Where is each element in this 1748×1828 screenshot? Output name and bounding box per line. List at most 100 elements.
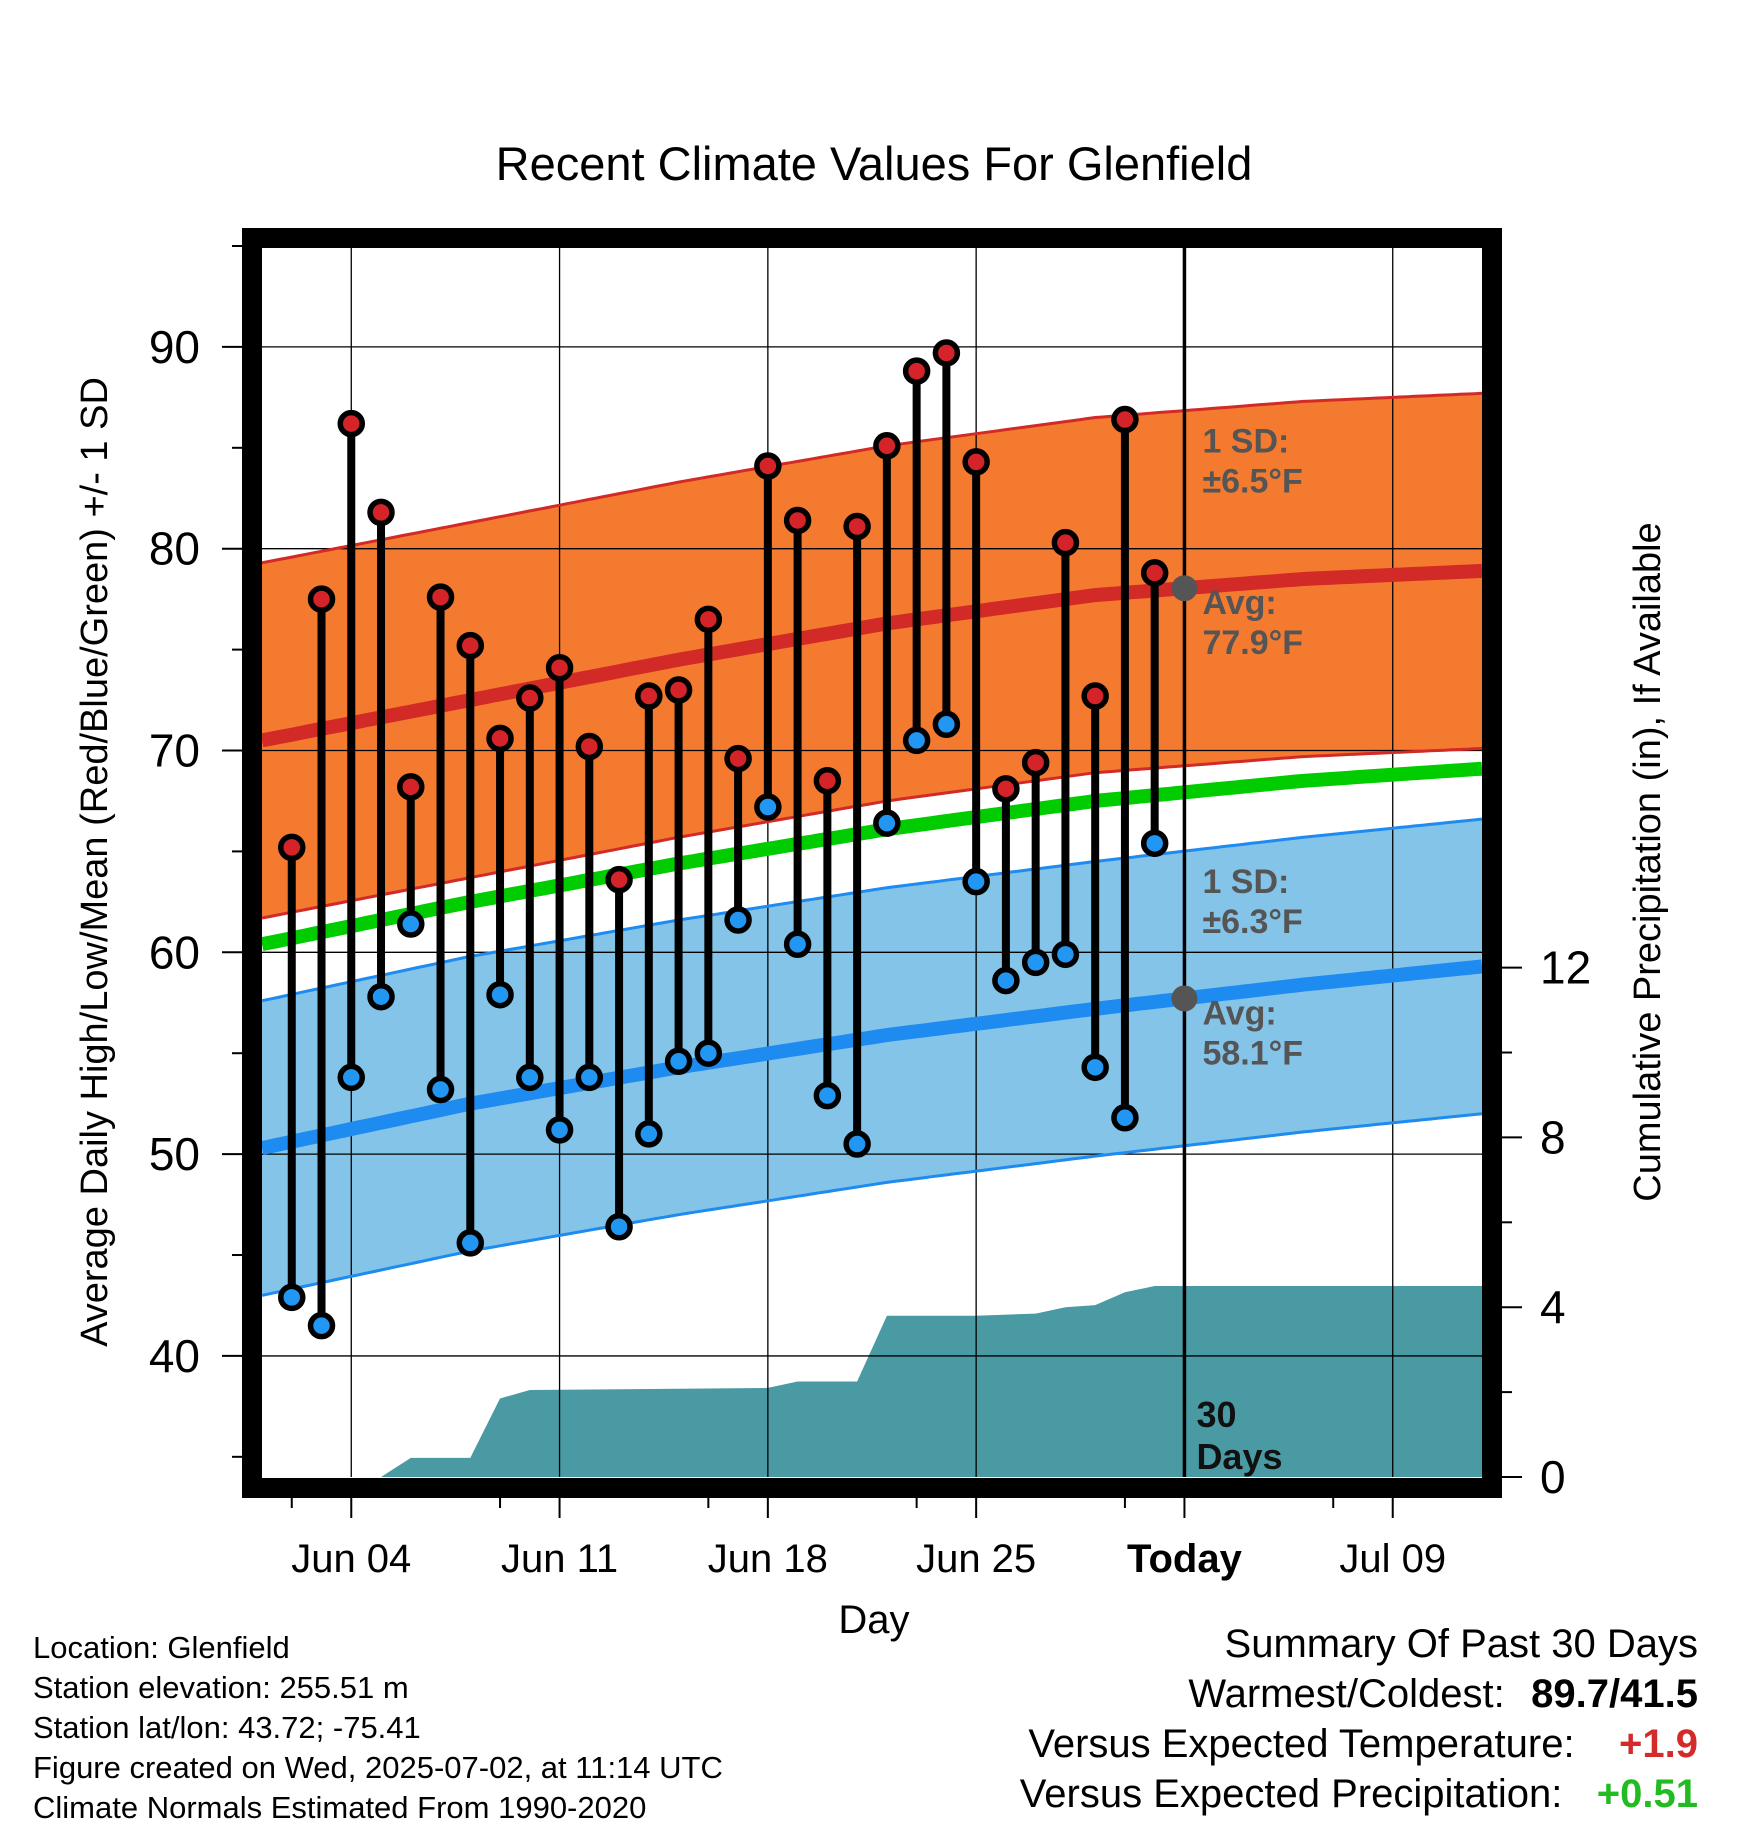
low-point: [843, 1130, 871, 1158]
low-point: [337, 1063, 366, 1092]
low-point: [635, 1120, 663, 1148]
high-sd-lower-line: [262, 747, 1482, 920]
high-sd-label: 1 SD:: [1202, 423, 1289, 461]
x-axis-title: Day: [838, 1598, 909, 1642]
low-sd-value: ±6.3°F: [1202, 903, 1302, 941]
precip-area: [381, 1286, 1482, 1477]
plot-inner: [262, 246, 1482, 1477]
high-point: [516, 684, 544, 712]
high-point: [337, 409, 366, 438]
high-point: [932, 339, 961, 367]
low-point: [516, 1063, 544, 1092]
footer-normals: Climate Normals Estimated From 1990-2020: [33, 1790, 647, 1825]
y2-tick-label: 8: [1540, 1111, 1566, 1163]
high-point: [605, 865, 633, 894]
low-point: [664, 1047, 693, 1076]
x-tick-label: Jul 09: [1339, 1537, 1446, 1581]
high-point: [992, 775, 1020, 803]
low-point: [545, 1116, 574, 1144]
summary-precipitation: Versus Expected Precipitation: +0.51: [1020, 1772, 1698, 1817]
high-avg-label: Avg:: [1202, 584, 1276, 622]
high-sd-band: [262, 393, 1482, 918]
high-point: [783, 506, 812, 535]
low-sd-band: [262, 819, 1482, 1296]
high-sd-upper-line: [262, 391, 1482, 565]
high-sd-value: ±6.5°F: [1202, 463, 1302, 501]
summary-warm-cold: Warmest/Coldest: 89.7/41.5: [1188, 1672, 1698, 1717]
low-point: [367, 982, 395, 1011]
high-point: [397, 773, 425, 801]
high-avg-line: [262, 563, 1482, 748]
footer-info: Location: Glenfield Station elevation: 2…: [33, 1628, 723, 1828]
high-point: [902, 357, 931, 385]
low-sd-label: 1 SD:: [1202, 863, 1289, 901]
low-sd-upper-line: [262, 817, 1482, 1003]
high-point: [962, 448, 990, 476]
low-point: [962, 867, 990, 896]
high-point: [486, 724, 514, 753]
precip-value: +0.51: [1596, 1772, 1698, 1816]
low-point: [575, 1063, 604, 1092]
high-point: [1111, 405, 1139, 434]
high-point: [694, 605, 723, 634]
high-point: [635, 682, 663, 710]
high-point: [873, 432, 901, 460]
high-point: [1021, 748, 1050, 777]
y-tick-label: 70: [149, 725, 200, 777]
high-point: [307, 585, 336, 613]
temp-label: Versus Expected Temperature:: [1028, 1722, 1575, 1766]
high-point: [843, 512, 871, 541]
y-tick-label: 40: [149, 1330, 200, 1382]
y-axis-title: Average Daily High/Low/Mean (Red/Blue/Gr…: [74, 377, 116, 1347]
low-avg-label: Avg:: [1202, 994, 1276, 1032]
x-tick-label: Today: [1127, 1537, 1243, 1581]
low-point: [1111, 1104, 1139, 1132]
y2-axis-title: Cumulative Precipitation (in), If Availa…: [1627, 522, 1669, 1201]
low-point: [694, 1039, 723, 1067]
low-point: [278, 1283, 306, 1312]
footer-location: Location: Glenfield: [33, 1630, 290, 1665]
high-point: [754, 452, 782, 480]
low-point: [397, 910, 425, 938]
low-point: [1021, 948, 1050, 977]
high-point: [1140, 559, 1169, 587]
x-tick-label: Jun 04: [291, 1537, 411, 1581]
low-point: [1081, 1053, 1109, 1082]
footer-elevation: Station elevation: 255.51 m: [33, 1670, 409, 1705]
low-point: [1051, 940, 1080, 969]
low-avg-line: [262, 959, 1482, 1155]
summary-heading: Summary Of Past 30 Days: [1225, 1622, 1698, 1667]
warm-cold-label: Warmest/Coldest:: [1188, 1672, 1505, 1716]
high-point: [367, 498, 395, 527]
high-point: [545, 654, 574, 682]
days-count-label: 30: [1196, 1394, 1236, 1435]
low-avg-value: 58.1°F: [1202, 1034, 1303, 1072]
low-point: [992, 966, 1020, 995]
high-avg-value: 77.9°F: [1202, 624, 1303, 662]
low-point: [724, 906, 752, 934]
y-tick-label: 50: [149, 1128, 200, 1180]
y2-tick-label: 12: [1540, 942, 1591, 994]
low-avg-marker: [1171, 985, 1198, 1012]
low-point: [426, 1075, 455, 1104]
low-point: [783, 930, 812, 958]
temp-value: +1.9: [1619, 1722, 1698, 1766]
low-point: [1140, 829, 1169, 858]
low-point: [754, 793, 782, 821]
chart-title: Recent Climate Values For Glenfield: [496, 137, 1253, 190]
y2-tick-label: 0: [1540, 1451, 1566, 1503]
days-count-unit: Days: [1196, 1436, 1282, 1477]
low-point: [932, 710, 961, 739]
footer-created: Figure created on Wed, 2025-07-02, at 11…: [33, 1750, 723, 1785]
low-point: [605, 1213, 633, 1241]
high-point: [278, 833, 306, 862]
y-tick-label: 60: [149, 926, 200, 978]
high-point: [664, 676, 693, 704]
low-point: [873, 809, 901, 837]
high-point: [426, 583, 455, 611]
low-point: [456, 1229, 485, 1257]
summary-temperature: Versus Expected Temperature: +1.9: [1028, 1722, 1698, 1767]
low-point: [307, 1311, 336, 1340]
high-point: [575, 732, 604, 761]
